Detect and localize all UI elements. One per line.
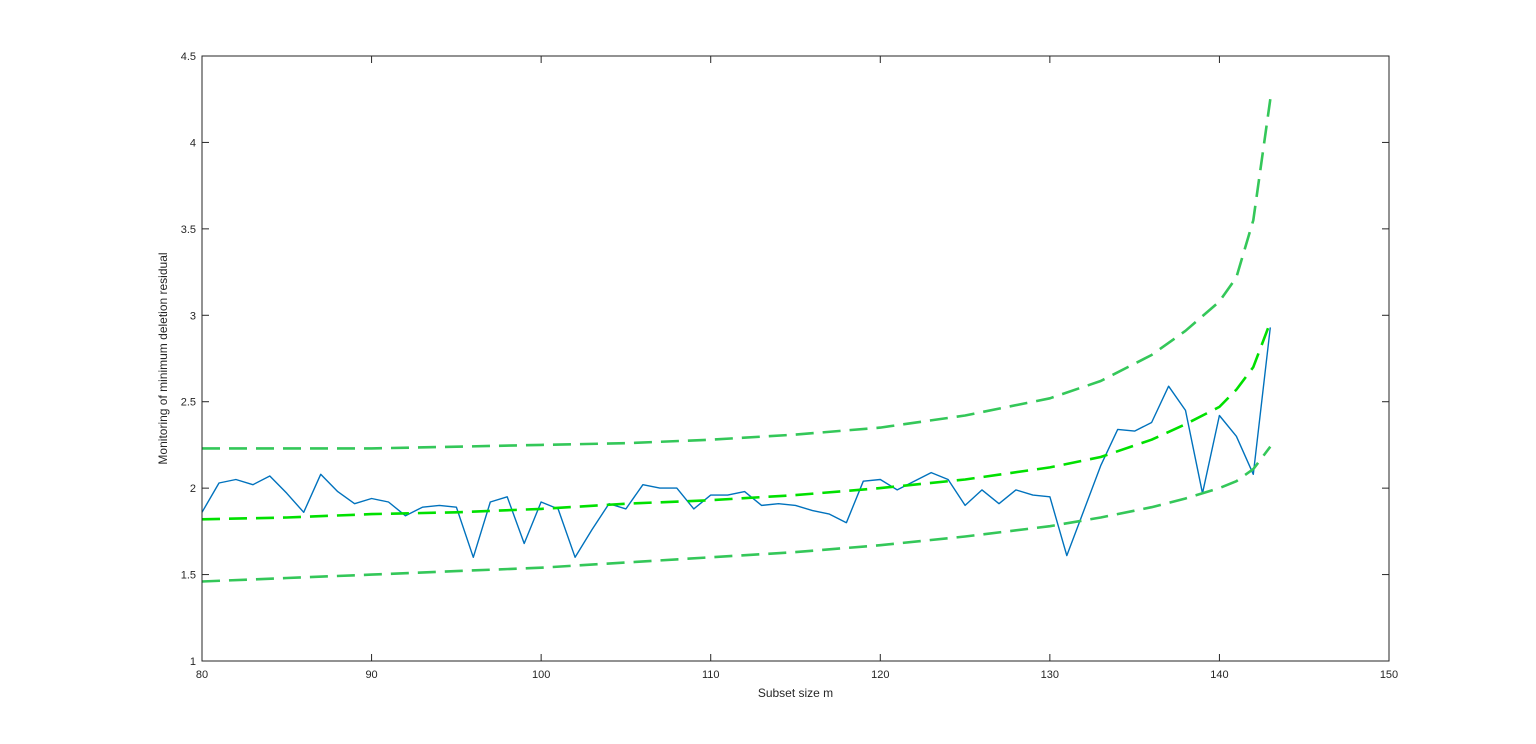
x-tick-label: 140 — [1210, 669, 1228, 681]
x-tick-label: 150 — [1380, 669, 1398, 681]
series-layer — [201, 99, 1272, 583]
x-tick-label: 110 — [702, 669, 720, 681]
x-tick-label: 100 — [532, 669, 550, 681]
y-tick-label: 2.5 — [181, 397, 196, 409]
ticks-layer: 80 90 100 110 120 130 140 150 1 1.5 2 2.5 3 3.5 4 4.5 — [181, 51, 1398, 681]
y-tick-label: 3.5 — [181, 224, 196, 236]
x-tick-label: 120 — [871, 669, 889, 681]
y-tick-label: 1 — [190, 656, 196, 668]
envelope-line-2 — [201, 321, 1272, 521]
x-axis-label: Subset size m — [758, 686, 833, 700]
x-tick-label: 90 — [365, 669, 377, 681]
y-tick-label: 3 — [190, 310, 196, 322]
plot-frame — [201, 55, 1390, 662]
x-tick-label: 80 — [196, 669, 208, 681]
x-tick-label: 130 — [1041, 669, 1059, 681]
y-axis-label: Monitoring of minimum deletion residual — [156, 252, 170, 464]
y-tick-label: 4.5 — [181, 51, 196, 63]
y-tick-label: 1.5 — [181, 570, 196, 582]
y-tick-label: 2 — [190, 483, 196, 495]
y-tick-label: 4 — [190, 137, 196, 149]
envelope-line-3 — [201, 445, 1272, 583]
residual-line-0 — [201, 327, 1271, 558]
envelope-line-1 — [202, 99, 1272, 450]
